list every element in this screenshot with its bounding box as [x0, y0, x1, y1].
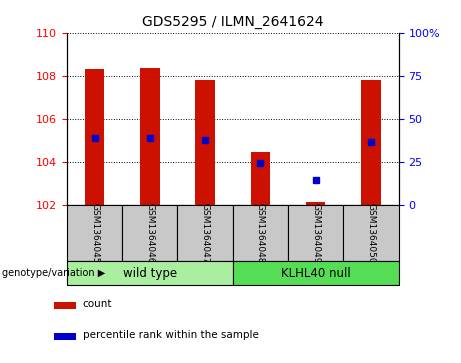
Bar [233, 261, 399, 285]
Title: GDS5295 / ILMN_2641624: GDS5295 / ILMN_2641624 [142, 15, 324, 29]
Text: percentile rank within the sample: percentile rank within the sample [83, 330, 259, 340]
Bar [177, 205, 233, 261]
Text: GSM1364049: GSM1364049 [311, 203, 320, 264]
Bar [85, 69, 104, 205]
Bar [67, 261, 233, 285]
Text: genotype/variation ▶: genotype/variation ▶ [2, 268, 106, 278]
Text: GSM1364047: GSM1364047 [201, 203, 210, 264]
Text: KLHL40 null: KLHL40 null [281, 267, 351, 280]
Bar [67, 205, 122, 261]
Bar [122, 205, 177, 261]
Text: count: count [83, 299, 112, 309]
Text: GSM1364050: GSM1364050 [366, 203, 376, 264]
Bar [343, 205, 399, 261]
Bar [54, 333, 76, 340]
Bar [233, 205, 288, 261]
Text: GSM1364048: GSM1364048 [256, 203, 265, 264]
Text: wild type: wild type [123, 267, 177, 280]
Bar [288, 205, 343, 261]
Bar [54, 302, 76, 310]
Text: GSM1364045: GSM1364045 [90, 203, 99, 264]
Bar [361, 80, 381, 205]
Bar [195, 80, 215, 205]
Bar [251, 152, 270, 205]
Text: GSM1364046: GSM1364046 [145, 203, 154, 264]
Bar [306, 202, 325, 205]
Bar [140, 68, 160, 205]
